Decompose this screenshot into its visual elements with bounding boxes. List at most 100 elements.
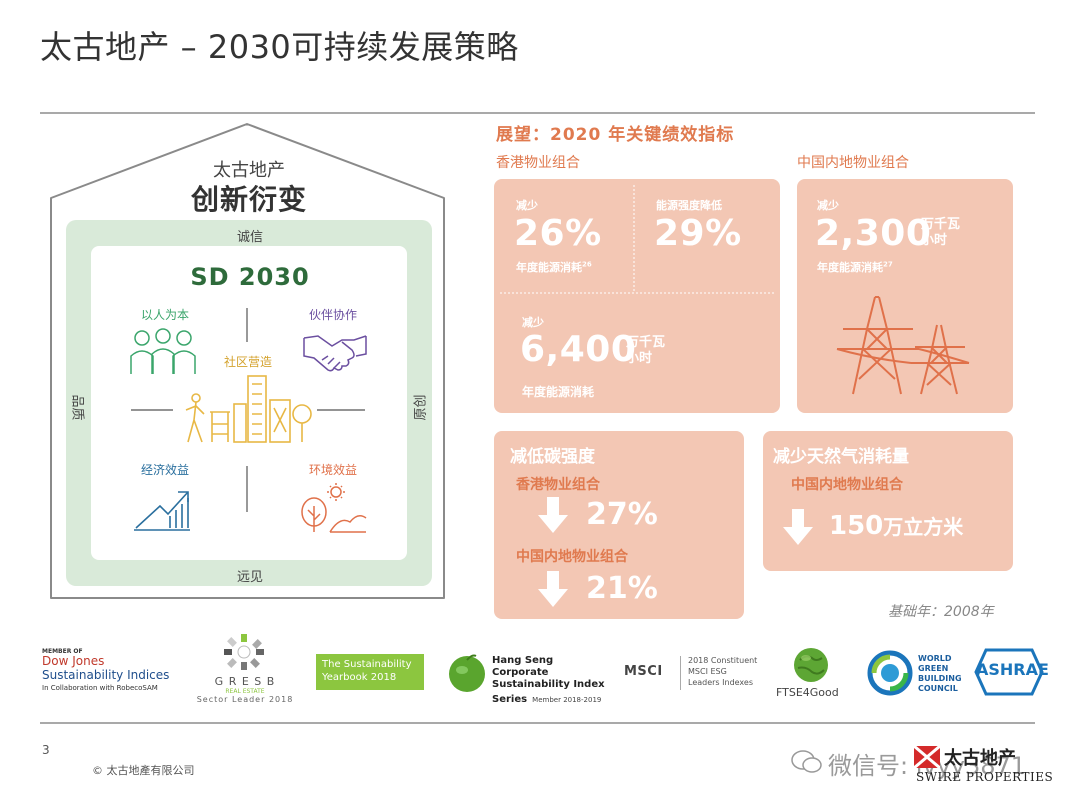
sd2030-title: SD 2030: [190, 263, 310, 291]
hk-k3-desc: 年度能源消耗: [522, 385, 595, 399]
hk-k3-unit1: 万千瓦: [626, 335, 666, 350]
hang-seng-line3: Series Member 2018-2019: [492, 691, 607, 706]
swire-flag-icon: [914, 746, 940, 768]
yearbook-line2: Yearbook 2018: [322, 672, 397, 683]
djsi-name: Dow Jones: [42, 654, 105, 668]
quadrant-partnership-label: 伙伴协作: [308, 308, 357, 322]
msci-line2: MSCI ESG: [688, 667, 727, 676]
hk-k1-label: 减少: [516, 199, 538, 212]
band-top-label: 诚信: [236, 230, 263, 245]
hang-seng-apple-icon: [449, 654, 485, 692]
down-arrow-icon: [783, 509, 813, 545]
quadrant-people-label: 以人为本: [140, 308, 189, 322]
gas-unit: 万立方米: [883, 515, 964, 539]
hk-k1-desc-text: 年度能源消耗: [516, 261, 582, 274]
hang-seng-logo: Hang Seng Corporate Sustainability Index…: [492, 655, 607, 706]
natural-gas-box: 减少天然气消耗量 中国内地物业组合 150万立方米: [763, 431, 1013, 571]
hk-k1-value: 26%: [514, 213, 602, 254]
gresb-name: G R E S B: [214, 675, 276, 688]
carbon-cn-label: 中国内地物业组合: [516, 549, 628, 565]
hk-k1-desc: 年度能源消耗26: [516, 259, 592, 275]
hk-k3-label: 减少: [522, 316, 544, 329]
hk-kpi-box: 减少 26% 年度能源消耗26 能源强度降低 29% 减少 6,400 万千瓦 …: [494, 179, 780, 413]
hk-k1-sup: 26: [582, 260, 592, 269]
gresb-emblem-icon: [224, 634, 264, 670]
djsi-indices: Sustainability Indices: [42, 668, 170, 682]
footer-divider: [40, 722, 1035, 724]
hk-k2-value: 29%: [654, 213, 742, 254]
gresb-sub: REAL ESTATE: [225, 688, 265, 695]
hang-seng-line2: Sustainability Index: [492, 679, 605, 690]
cn-portfolio-label: 中国内地物业组合: [797, 155, 909, 171]
djsi-collab: In Collaboration with RobecoSAM: [42, 684, 158, 692]
wgbc-globe-icon: [867, 650, 913, 696]
gas-value-line: 150万立方米: [829, 511, 963, 541]
carbon-title: 减低碳强度: [510, 447, 595, 467]
community-city-icon: [185, 375, 312, 443]
cn-desc: 年度能源消耗27: [817, 259, 893, 275]
down-arrow-icon: [538, 571, 568, 607]
band-left-label: 品质: [69, 394, 85, 421]
people-icon: [130, 328, 196, 374]
hk-k3-value: 6,400: [520, 329, 637, 370]
ashrae-name: ASHRAE: [976, 660, 1049, 679]
carbon-intensity-box: 减低碳强度 香港物业组合 27% 中国内地物业组合 21%: [494, 431, 744, 619]
swire-brand-en: SWIRE PROPERTIES: [916, 770, 1054, 784]
sustainability-yearbook-logo: The Sustainability Yearbook 2018: [316, 654, 424, 690]
house-company: 太古地产: [213, 160, 285, 181]
msci-logo-text: 2018 Constituent MSCI ESG Leaders Indexe…: [688, 655, 757, 688]
djsi-logo: MEMBER OF Dow Jones Sustainability Indic…: [42, 648, 182, 694]
carbon-hk-label: 香港物业组合: [516, 477, 600, 493]
wgbc-logo-text: WORLD GREEN BUILDING COUNCIL: [918, 654, 962, 694]
cn-unit2: 小时: [921, 233, 948, 248]
cn-desc-text: 年度能源消耗: [817, 261, 883, 274]
msci-line3: Leaders Indexes: [688, 678, 754, 687]
quadrant-economic-label: 经济效益: [140, 463, 189, 477]
hang-seng-series: Series: [492, 694, 528, 705]
handshake-icon: [303, 335, 367, 372]
copyright: © 太古地產有限公司: [92, 764, 195, 777]
djsi-member-text: MEMBER OF: [42, 648, 83, 655]
hang-seng-member: Member 2018-2019: [532, 696, 602, 704]
base-year-note: 基础年：2008年: [888, 604, 994, 620]
down-arrow-icon: [538, 497, 568, 533]
wgbc-line4: COUNCIL: [918, 684, 958, 693]
hk-k3-unit2: 小时: [626, 351, 653, 366]
nature-icon: [301, 483, 367, 533]
center-community-label: 社区营造: [223, 355, 272, 369]
yearbook-line1: The Sustainability: [322, 659, 412, 670]
cn-sup: 27: [883, 260, 893, 269]
house-slogan: 创新衍变: [190, 183, 307, 216]
slide-title: 太古地产 – 2030可持续发展策略: [40, 28, 519, 66]
hk-box-dividers: [500, 185, 774, 294]
carbon-hk-value: 27%: [586, 497, 658, 532]
title-divider: [40, 112, 1035, 114]
growth-chart-icon: [134, 491, 190, 531]
band-right-label: 原创: [413, 394, 429, 421]
wechat-icon: [791, 750, 822, 773]
hk-portfolio-label: 香港物业组合: [496, 155, 580, 171]
hang-seng-line1: Hang Seng Corporate: [492, 655, 554, 678]
ftse4good-globe-icon: [794, 648, 828, 682]
msci-line1: 2018 Constituent: [688, 656, 758, 665]
outlook-title: 展望：2020 年关键绩效指标: [496, 125, 735, 145]
cn-unit1: 万千瓦: [921, 217, 961, 232]
cn-value: 2,300: [815, 213, 932, 254]
wgbc-line1: WORLD: [918, 654, 952, 663]
gresb-logo: G R E S B REAL ESTATE Sector Leader 2018: [190, 675, 300, 704]
quadrant-environment-label: 环境效益: [308, 463, 357, 477]
power-tower-icon: [836, 296, 970, 395]
cn-label: 减少: [817, 199, 839, 212]
swire-brand-cn: 太古地产: [944, 748, 1016, 769]
gresb-badge: Sector Leader 2018: [196, 695, 294, 704]
gas-value: 150: [829, 511, 884, 541]
ftse4good-name: FTSE4Good: [776, 686, 839, 699]
band-bottom-label: 远见: [236, 570, 263, 585]
carbon-cn-value: 21%: [586, 571, 658, 606]
wgbc-line2: GREEN: [918, 664, 949, 673]
ashrae-badge-icon: [974, 648, 1044, 696]
gas-cn-label: 中国内地物业组合: [791, 477, 903, 493]
msci-divider: [680, 656, 681, 690]
page-number: 3: [42, 743, 50, 757]
gas-title: 减少天然气消耗量: [773, 447, 909, 467]
